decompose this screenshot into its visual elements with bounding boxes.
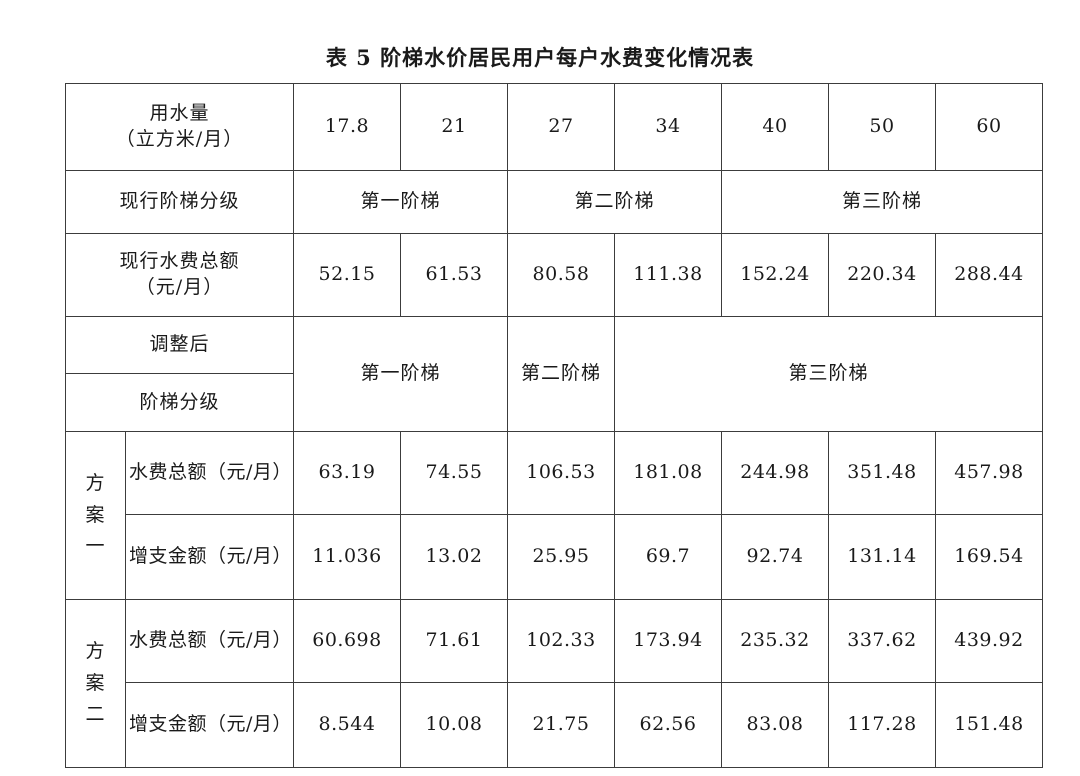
plan2-total-label-cell: 水费总额（元/月） bbox=[125, 599, 294, 683]
plan1-total-label-cell: 水费总额（元/月） bbox=[125, 431, 294, 515]
plan2-total-value-cell: 60.698 bbox=[293, 599, 401, 683]
plan1-total-value-cell: 106.53 bbox=[507, 431, 615, 515]
table-row-plan1-total: 方 案 一 水费总额（元/月） 63.19 74.55 106.53 181.0… bbox=[65, 431, 1043, 600]
current-tier-label-cell: 现行阶梯分级 bbox=[65, 170, 294, 234]
table-row-current-tier: 现行阶梯分级 第一阶梯 第二阶梯 第三阶梯 bbox=[65, 170, 1043, 234]
table-row-current-fee: 现行水费总额 （元/月） 52.15 61.53 80.58 111.38 15… bbox=[65, 233, 1043, 317]
plan2-total-value-cell: 337.62 bbox=[828, 599, 936, 683]
usage-value-cell: 40 bbox=[721, 83, 829, 171]
plan1-total-value-cell: 181.08 bbox=[614, 431, 722, 515]
plan-name-char: 方 bbox=[85, 472, 106, 495]
current-fee-value-cell: 80.58 bbox=[507, 233, 615, 317]
table-row-adjusted-tier-top: 调整后 第一阶梯 第二阶梯 第三阶梯 bbox=[65, 316, 1043, 432]
plan2-increase-value-cell: 21.75 bbox=[507, 682, 615, 768]
plan1-total-value-cell: 74.55 bbox=[400, 431, 508, 515]
plan1-increase-value-cell: 13.02 bbox=[400, 514, 508, 600]
plan2-increase-value-cell: 10.08 bbox=[400, 682, 508, 768]
plan1-increase-value-cell: 169.54 bbox=[935, 514, 1043, 600]
plan1-increase-value-cell: 131.14 bbox=[828, 514, 936, 600]
adjusted-tier-cell: 第二阶梯 bbox=[507, 316, 615, 432]
plan-name-char: 一 bbox=[85, 535, 106, 558]
plan1-total-value-cell: 63.19 bbox=[293, 431, 401, 515]
current-fee-value-cell: 288.44 bbox=[935, 233, 1043, 317]
usage-value-cell: 34 bbox=[614, 83, 722, 171]
plan1-total-value-cell: 244.98 bbox=[721, 431, 829, 515]
current-fee-header-cell: 现行水费总额 （元/月） bbox=[65, 233, 294, 317]
table-row-usage: 用水量 （立方米/月） 17.8 21 27 34 40 50 60 bbox=[65, 83, 1043, 171]
usage-header-line2: （立方米/月） bbox=[115, 128, 244, 150]
current-tier-cell: 第一阶梯 bbox=[293, 170, 508, 234]
plan1-increase-label-cell: 增支金额（元/月） bbox=[125, 514, 294, 600]
current-tier-cell: 第二阶梯 bbox=[507, 170, 722, 234]
plan2-total-value-cell: 102.33 bbox=[507, 599, 615, 683]
table-row-plan2-total: 方 案 二 水费总额（元/月） 60.698 71.61 102.33 173.… bbox=[65, 599, 1043, 768]
plan1-total-value-cell: 457.98 bbox=[935, 431, 1043, 515]
table-row-plan2-increase: 增支金额（元/月） 8.544 10.08 21.75 62.56 83.08 … bbox=[66, 682, 1043, 768]
water-fee-change-table: 用水量 （立方米/月） 17.8 21 27 34 40 50 60 现行阶梯分… bbox=[65, 83, 1043, 768]
plan-name-char: 方 bbox=[85, 640, 106, 663]
usage-value-cell: 27 bbox=[507, 83, 615, 171]
current-fee-header-line2: （元/月） bbox=[135, 276, 224, 298]
plan1-increase-value-cell: 11.036 bbox=[293, 514, 401, 600]
plan1-increase-value-cell: 69.7 bbox=[614, 514, 722, 600]
table-row-adjusted-tier-bottom: 阶梯分级 bbox=[65, 373, 1043, 432]
plan2-total-value-cell: 439.92 bbox=[935, 599, 1043, 683]
current-fee-value-cell: 111.38 bbox=[614, 233, 722, 317]
current-tier-cell: 第三阶梯 bbox=[721, 170, 1043, 234]
plan2-total-value-cell: 235.32 bbox=[721, 599, 829, 683]
current-fee-value-cell: 152.24 bbox=[721, 233, 829, 317]
usage-value-cell: 21 bbox=[400, 83, 508, 171]
plan2-total-value-cell: 71.61 bbox=[400, 599, 508, 683]
adjusted-tier-cell: 第一阶梯 bbox=[293, 316, 508, 432]
plan-name-char: 案 bbox=[85, 671, 106, 694]
current-fee-header-line1: 现行水费总额 bbox=[119, 250, 240, 273]
plan2-increase-value-cell: 151.48 bbox=[935, 682, 1043, 768]
usage-value-cell: 17.8 bbox=[293, 83, 401, 171]
current-fee-value-cell: 220.34 bbox=[828, 233, 936, 317]
plan2-increase-value-cell: 117.28 bbox=[828, 682, 936, 768]
plan2-increase-value-cell: 62.56 bbox=[614, 682, 722, 768]
usage-header-cell: 用水量 （立方米/月） bbox=[65, 83, 294, 171]
plan-name-char: 案 bbox=[85, 503, 106, 526]
plan2-increase-label-cell: 增支金额（元/月） bbox=[125, 682, 294, 768]
plan2-total-value-cell: 173.94 bbox=[614, 599, 722, 683]
page-title: 表 5 阶梯水价居民用户每户水费变化情况表 bbox=[325, 45, 755, 70]
plan-name-cell-1: 方 案 一 bbox=[65, 431, 126, 600]
current-fee-value-cell: 61.53 bbox=[400, 233, 508, 317]
adjusted-tier-cell: 第三阶梯 bbox=[614, 316, 1043, 432]
usage-header-line1: 用水量 bbox=[149, 102, 210, 125]
plan-name-cell-2: 方 案 二 bbox=[65, 599, 126, 768]
adjusted-label-line2-cell: 阶梯分级 bbox=[65, 373, 294, 432]
plan-name-char: 二 bbox=[85, 703, 106, 726]
usage-value-cell: 60 bbox=[935, 83, 1043, 171]
current-fee-value-cell: 52.15 bbox=[293, 233, 401, 317]
plan2-increase-value-cell: 83.08 bbox=[721, 682, 829, 768]
table-row-plan1-increase: 增支金额（元/月） 11.036 13.02 25.95 69.7 92.74 … bbox=[66, 514, 1043, 600]
adjusted-label-line1-cell: 调整后 bbox=[65, 316, 294, 374]
plan1-increase-value-cell: 92.74 bbox=[721, 514, 829, 600]
plan1-increase-value-cell: 25.95 bbox=[507, 514, 615, 600]
usage-value-cell: 50 bbox=[828, 83, 936, 171]
plan1-total-value-cell: 351.48 bbox=[828, 431, 936, 515]
plan2-increase-value-cell: 8.544 bbox=[293, 682, 401, 768]
